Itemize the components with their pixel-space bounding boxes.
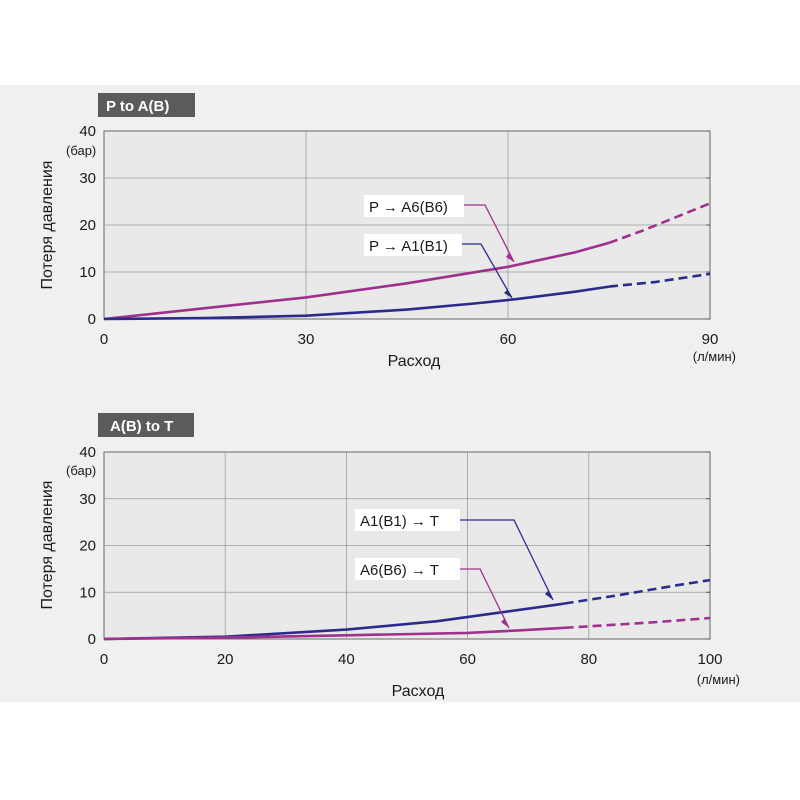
chart-1-y-unit: (бар) (66, 143, 96, 158)
chart-2-leader-a1 (460, 519, 554, 601)
chart-1-y-tick-label: 40 (79, 123, 96, 140)
chart-2-y-tick-label: 40 (79, 444, 96, 461)
chart-2-title: A(B) to T (110, 418, 173, 435)
chart-2-series-1-dashed-line (564, 578, 711, 605)
chart-2-y-label: Потеря давления (39, 481, 56, 610)
chart-1-legend-box-a6 (364, 195, 464, 217)
chart-1-y-ticks: 0 10 20 30 40 (79, 123, 96, 328)
chart-2-x-tick-label: 20 (217, 651, 234, 668)
chart-1-series-2-dashed-line (608, 272, 711, 288)
chart-1-leader-a6 (464, 204, 515, 263)
chart-1-right-ticks (706, 130, 710, 320)
chart-1-series-1-dashed-line (608, 202, 711, 245)
chart-2-x-unit: (л/мин) (697, 672, 740, 687)
chart-1-x-tick-label: 60 (500, 331, 517, 348)
chart-1-arrowhead-a1 (504, 290, 512, 298)
chart-2-x-ticks: 0 20 40 60 80 100 (100, 651, 723, 668)
chart-1-title-badge (98, 93, 195, 117)
chart-1-x-tick-label: 30 (298, 331, 315, 348)
chart-2-series (103, 578, 711, 641)
chart-1-legend-box-a1 (364, 234, 462, 256)
chart-1-y-tick-label: 30 (79, 170, 96, 187)
chart-1-y-tick-label: 0 (88, 311, 96, 328)
chart-1-series-1-solid-line (103, 241, 610, 321)
chart-1-grid (104, 131, 710, 319)
chart-2-title-badge (98, 413, 194, 437)
chart-2-y-tick-label: 20 (79, 538, 96, 555)
chart-2-y-tick-label: 30 (79, 491, 96, 508)
chart-2-x-tick-label: 60 (459, 651, 476, 668)
chart-2-legend-a6: A6(B6) → T (360, 562, 439, 579)
chart-2-leader-a6 (460, 568, 510, 629)
chart-1-arrowhead-a6 (506, 253, 514, 262)
chart-2-series-2-solid-line (103, 626, 565, 641)
chart-1-series-2-solid-line (103, 285, 610, 321)
chart-pressure-p-to-ab: P to A(B) 0 10 20 30 40 0 30 60 90 (бар) Потеря… (39, 93, 736, 370)
chart-2-x-tick-label: 40 (338, 651, 355, 668)
chart-2-grid (104, 452, 710, 639)
chart-1-leader-a1 (462, 243, 513, 299)
chart-1-y-label: Потеря давления (39, 161, 56, 290)
chart-2-legend-a1: A1(B1) → T (360, 513, 439, 530)
chart-2-series-2-dashed-line (564, 616, 711, 630)
chart-1-legend-a1: P → A1(B1) (369, 238, 448, 255)
chart-2-x-tick-label: 80 (580, 651, 597, 668)
chart-2-x-tick-label: 100 (697, 651, 722, 668)
chart-1-y-tick-label: 10 (79, 264, 96, 281)
chart-1-x-ticks: 0 30 60 90 (100, 331, 719, 348)
chart-1-x-tick-label: 0 (100, 331, 108, 348)
chart-2-arrowhead-a1 (545, 591, 553, 600)
chart-1-title: P to A(B) (106, 98, 169, 115)
chart-2-legend-box-a6 (355, 558, 460, 580)
chart-2-y-tick-label: 0 (88, 631, 96, 648)
chart-2-right-ticks (706, 451, 710, 640)
chart-2-x-tick-label: 0 (100, 651, 108, 668)
chart-2-legend-box-a1 (355, 509, 460, 531)
chart-1-x-unit: (л/мин) (693, 349, 736, 364)
chart-1-series (103, 202, 711, 321)
chart-2-arrowhead-a6 (501, 619, 509, 628)
chart-2-x-label: Расход (392, 683, 445, 700)
chart-pressure-ab-to-t: A(B) to T 0 10 20 30 40 0 20 40 60 80 100 (бар) П… (39, 413, 740, 700)
chart-1-x-tick-label: 90 (702, 331, 719, 348)
chart-1-y-tick-label: 20 (79, 217, 96, 234)
chart-1-x-label: Расход (388, 353, 441, 370)
chart-1-legend-a6: P → A6(B6) (369, 199, 448, 216)
chart-2-y-unit: (бар) (66, 463, 96, 478)
chart-2-y-ticks: 0 10 20 30 40 (79, 444, 96, 648)
chart-2-y-tick-label: 10 (79, 584, 96, 601)
